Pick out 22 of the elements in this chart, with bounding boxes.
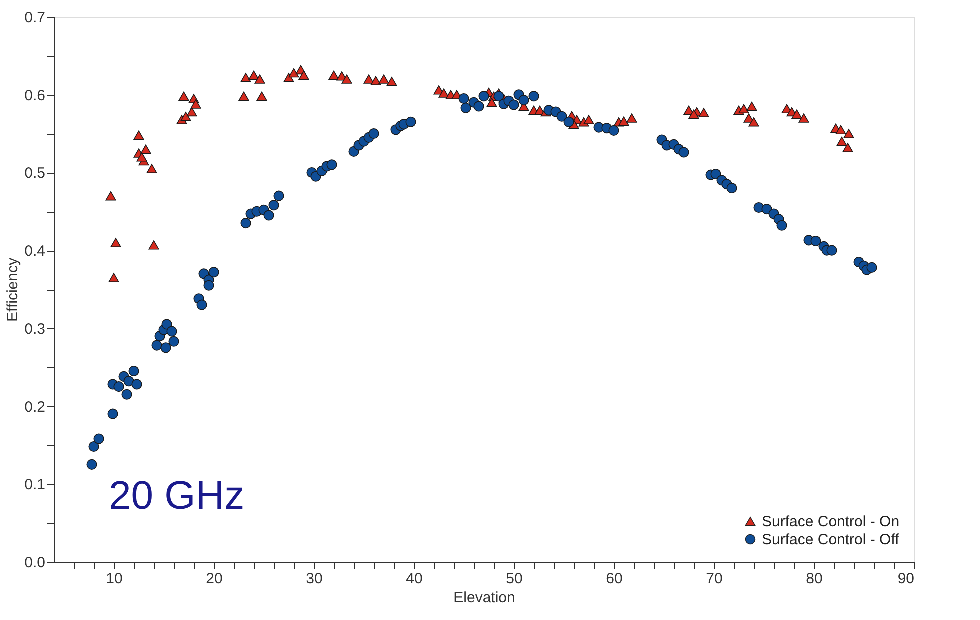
x-tick-label: 60 <box>606 570 623 588</box>
y-axis-title: Efficiency <box>4 258 22 322</box>
x-tick-label: 30 <box>306 570 323 588</box>
x-tick-label: 20 <box>206 570 223 588</box>
x-tick-label: 40 <box>406 570 423 588</box>
x-tick-label: 10 <box>106 570 123 588</box>
x-tick-label: 50 <box>506 570 523 588</box>
y-tick-label: 0.3 <box>24 320 46 338</box>
x-axis-title: Elevation <box>454 590 516 606</box>
y-tick-label: 0.2 <box>24 398 46 416</box>
y-tick-label: 0.7 <box>24 10 46 26</box>
y-tick-label: 0.5 <box>24 165 46 182</box>
y-tick-label: 0.1 <box>24 476 46 494</box>
y-tick-label: 0.6 <box>24 87 46 104</box>
x-tick-label: 90 <box>898 570 914 588</box>
x-tick-label: 80 <box>806 570 823 588</box>
y-tick-label: 0.4 <box>24 243 46 260</box>
x-tick-label: 70 <box>706 570 723 588</box>
y-tick-label: 0.0 <box>24 554 46 572</box>
legend-label: Surface Control - On <box>762 514 900 530</box>
annotation: 20 GHz <box>109 474 245 518</box>
legend-label: Surface Control - Off <box>762 532 900 548</box>
